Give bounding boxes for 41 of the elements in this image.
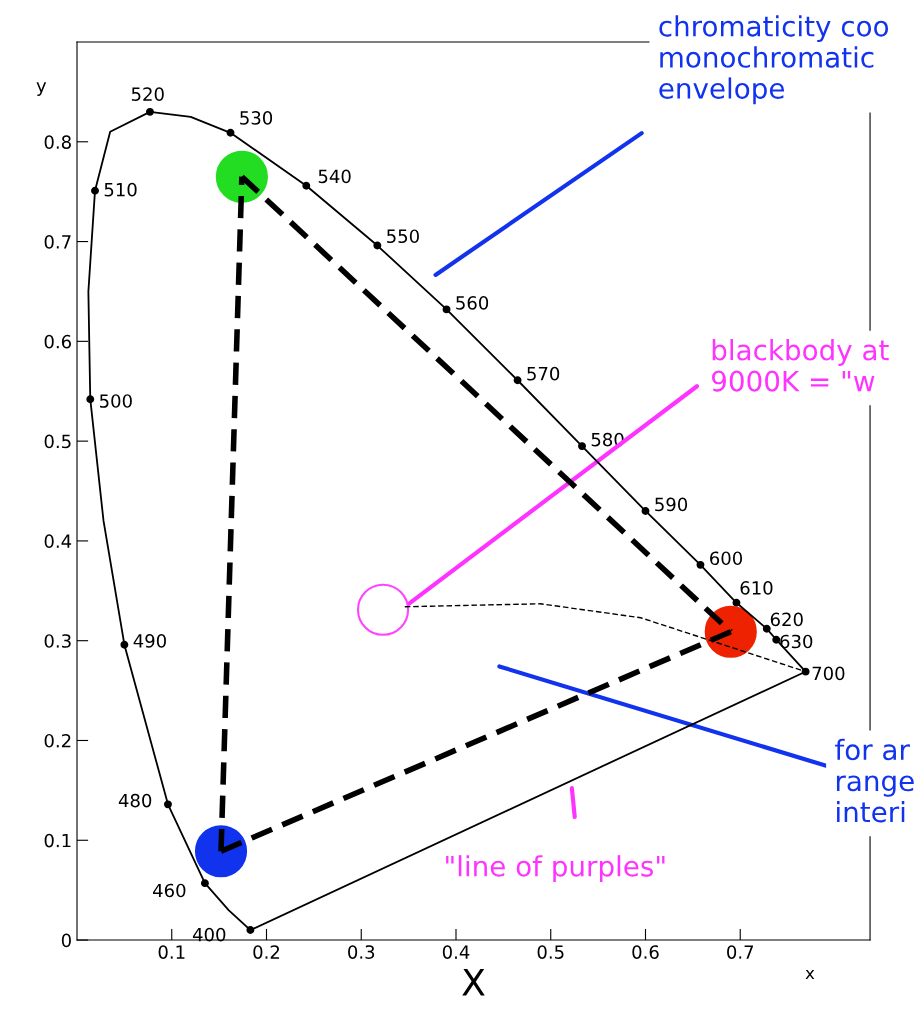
annotation: 540 <box>318 169 351 184</box>
annotation: 560 <box>456 296 489 310</box>
y-tick-label: 0.1 <box>44 833 71 848</box>
annotation: 480 <box>118 793 152 808</box>
y-tick-label: 0 <box>61 933 71 948</box>
x-tick-label: 0.4 <box>442 945 470 959</box>
annotation: 500 <box>100 394 132 408</box>
annotation: 550 <box>387 229 419 244</box>
annotation: 620 <box>770 612 803 627</box>
y-tick-label: 0.2 <box>44 733 71 748</box>
annotation: 460 <box>153 883 186 898</box>
annotation: "line of purples" <box>446 855 665 883</box>
annotation: blackbody at 9000K = "w <box>711 339 889 392</box>
x-tick-label: 0.5 <box>537 945 564 959</box>
annotation: 700 <box>812 666 845 681</box>
x-tick-label: 0.6 <box>632 945 659 959</box>
annotation: for ar range interi <box>835 738 914 823</box>
annotation: 520 <box>131 87 164 101</box>
y-tick-label: 0.4 <box>44 534 72 549</box>
annotation: 630 <box>780 634 813 649</box>
annotation: 590 <box>655 497 688 512</box>
x-tick-label: 0.3 <box>348 945 375 959</box>
y-tick-label: 0.3 <box>44 634 71 648</box>
annotation: chromaticity coo monochromatic envelope <box>659 15 889 105</box>
x-tick-label: 0.2 <box>253 945 280 959</box>
y-tick-label: 0.5 <box>44 434 71 449</box>
y-tick-label: 0.8 <box>44 135 71 149</box>
annotation: 570 <box>527 366 560 381</box>
annotation: 490 <box>133 634 166 648</box>
annotation: 400 <box>192 927 226 942</box>
annotation: 530 <box>240 111 273 125</box>
x-axis-title: X <box>462 969 485 996</box>
y-tick-label: 0.7 <box>44 235 71 249</box>
x-tick-label: 0.7 <box>727 945 754 959</box>
x-tick-label: 0.1 <box>158 945 185 959</box>
annotation: 610 <box>740 581 773 595</box>
y-tick-label: 0.6 <box>44 334 72 349</box>
annotation: 600 <box>710 551 743 566</box>
text: x <box>805 970 815 980</box>
y-axis-title: y <box>36 82 47 96</box>
annotation: 510 <box>104 182 137 197</box>
